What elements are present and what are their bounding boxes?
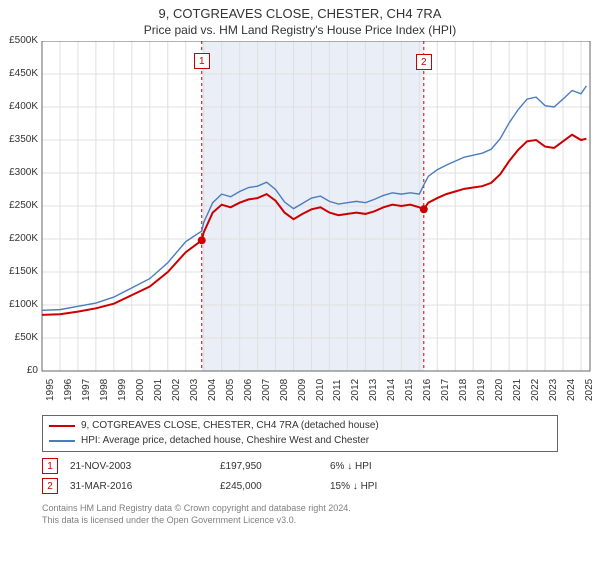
x-tick-label: 1995 <box>45 379 56 401</box>
legend-swatch <box>49 440 75 442</box>
legend-swatch <box>49 425 75 427</box>
sales-table: 1 21-NOV-2003£197,9506% ↓ HPI 2 31-MAR-2016… <box>42 456 558 496</box>
chart-area: £0 £50K £100K £150K £200K £250K £300K £350K £400… <box>0 41 600 411</box>
x-tick-label: 2012 <box>350 379 361 401</box>
x-tick-label: 2003 <box>189 379 200 401</box>
sale-marker-badge: 2 <box>416 54 432 70</box>
x-tick-label: 2018 <box>458 379 469 401</box>
legend-row: HPI: Average price, detached house, Ches… <box>49 434 551 449</box>
x-tick-label: 2020 <box>494 379 505 401</box>
x-tick-label: 2014 <box>386 379 397 401</box>
page-subtitle: Price paid vs. HM Land Registry's House … <box>0 23 600 37</box>
footer-line-2: This data is licensed under the Open Gov… <box>42 514 558 526</box>
sales-row-price: £197,950 <box>220 461 330 472</box>
x-tick-label: 2015 <box>404 379 415 401</box>
x-tick-label: 1998 <box>99 379 110 401</box>
x-tick-label: 2021 <box>512 379 523 401</box>
x-tick-label: 2024 <box>566 379 577 401</box>
x-tick-label: 1997 <box>81 379 92 401</box>
x-tick-label: 2017 <box>440 379 451 401</box>
x-tick-label: 2009 <box>297 379 308 401</box>
y-tick-label: £300K <box>0 167 38 178</box>
x-tick-label: 2005 <box>225 379 236 401</box>
footer-attribution: Contains HM Land Registry data © Crown c… <box>42 502 558 526</box>
sales-row-pct: 6% ↓ HPI <box>330 461 450 472</box>
sales-row-date: 21-NOV-2003 <box>70 461 220 472</box>
sales-row-badge: 1 <box>42 458 58 474</box>
y-tick-label: £500K <box>0 35 38 46</box>
x-tick-label: 2011 <box>332 379 343 401</box>
y-tick-label: £100K <box>0 299 38 310</box>
x-tick-label: 2004 <box>207 379 218 401</box>
sale-marker-badge: 1 <box>194 53 210 69</box>
legend-label: 9, COTGREAVES CLOSE, CHESTER, CH4 7RA (d… <box>81 419 379 434</box>
x-tick-label: 2001 <box>153 379 164 401</box>
legend-row: 9, COTGREAVES CLOSE, CHESTER, CH4 7RA (d… <box>49 419 551 434</box>
y-tick-label: £350K <box>0 134 38 145</box>
sales-row: 2 31-MAR-2016£245,00015% ↓ HPI <box>42 476 558 496</box>
x-tick-label: 2013 <box>368 379 379 401</box>
legend: 9, COTGREAVES CLOSE, CHESTER, CH4 7RA (d… <box>42 415 558 452</box>
y-tick-label: £450K <box>0 68 38 79</box>
sales-row: 1 21-NOV-2003£197,9506% ↓ HPI <box>42 456 558 476</box>
sales-row-date: 31-MAR-2016 <box>70 481 220 492</box>
y-tick-label: £0 <box>0 365 38 376</box>
x-tick-label: 2025 <box>584 379 595 401</box>
sales-row-badge: 2 <box>42 478 58 494</box>
y-tick-label: £50K <box>0 332 38 343</box>
y-tick-label: £150K <box>0 266 38 277</box>
x-tick-label: 2008 <box>279 379 290 401</box>
x-tick-label: 2007 <box>261 379 272 401</box>
footer-line-1: Contains HM Land Registry data © Crown c… <box>42 502 558 514</box>
x-tick-label: 2000 <box>135 379 146 401</box>
page-title: 9, COTGREAVES CLOSE, CHESTER, CH4 7RA <box>0 6 600 21</box>
sales-row-pct: 15% ↓ HPI <box>330 481 450 492</box>
y-tick-label: £400K <box>0 101 38 112</box>
x-tick-label: 2023 <box>548 379 559 401</box>
sales-row-price: £245,000 <box>220 481 330 492</box>
x-tick-label: 2002 <box>171 379 182 401</box>
x-tick-label: 1996 <box>63 379 74 401</box>
legend-label: HPI: Average price, detached house, Ches… <box>81 434 369 449</box>
x-tick-label: 2019 <box>476 379 487 401</box>
y-tick-label: £200K <box>0 233 38 244</box>
x-tick-label: 2016 <box>422 379 433 401</box>
x-tick-label: 2010 <box>315 379 326 401</box>
x-tick-label: 1999 <box>117 379 128 401</box>
x-tick-label: 2022 <box>530 379 541 401</box>
x-tick-label: 2006 <box>243 379 254 401</box>
y-tick-label: £250K <box>0 200 38 211</box>
